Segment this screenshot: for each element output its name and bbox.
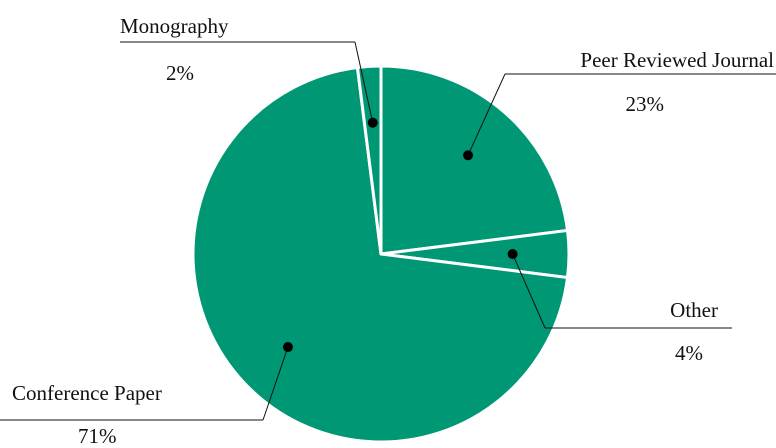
- leader-line: [467, 73, 506, 156]
- slice-label: Conference Paper: [12, 381, 162, 405]
- value-label: 4%: [675, 341, 703, 365]
- slice-label: Other: [670, 298, 718, 322]
- leader-line: [262, 346, 289, 421]
- leader-dot: [367, 117, 378, 128]
- pie-slice: [379, 64, 570, 256]
- value-label: 2%: [166, 61, 194, 85]
- leader-dot: [463, 150, 474, 161]
- leader-line: [354, 41, 374, 123]
- value-label: 23%: [626, 92, 665, 116]
- leader-dot: [282, 342, 293, 353]
- value-label: 71%: [78, 424, 117, 448]
- slice-label: Peer Reviewed Journal: [580, 48, 774, 72]
- slice-label: Monography: [120, 14, 229, 38]
- leader-line: [512, 253, 546, 329]
- pie-slice: [355, 64, 383, 256]
- leader-dot: [507, 249, 518, 259]
